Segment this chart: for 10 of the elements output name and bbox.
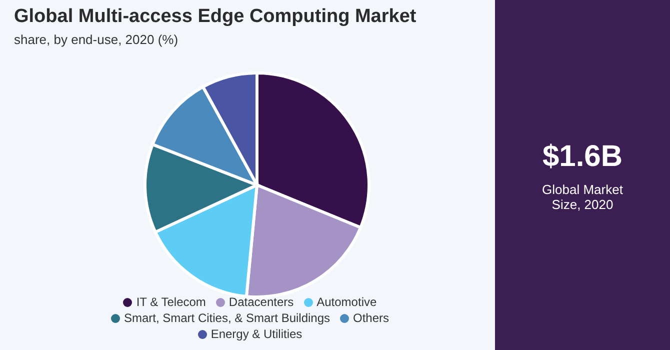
legend-label: Smart, Smart Cities, & Smart Buildings (124, 311, 330, 325)
legend-label: IT & Telecom (136, 295, 206, 309)
legend-label: Datacenters (228, 295, 294, 309)
text: Global Market Size, 2020 (541, 182, 624, 212)
legend-label: Energy & Utilities (210, 327, 302, 341)
legend-label: Others (353, 311, 390, 325)
legend-label: Automotive (316, 295, 377, 309)
text: $1.6B (541, 140, 624, 174)
chart-subtitle: share, by end-use, 2020 (%) (14, 32, 178, 47)
chart-title: Global Multi-access Edge Computing Market (14, 6, 416, 28)
